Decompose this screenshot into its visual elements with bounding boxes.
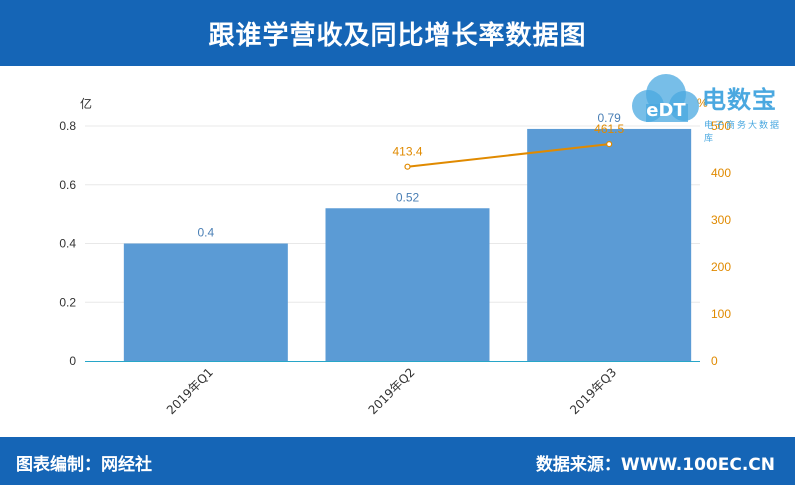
bar <box>325 208 490 361</box>
x-tick-label: 2019年Q2 <box>366 365 418 417</box>
cloud-logo-icon: eDT <box>632 74 699 122</box>
growth-line <box>407 143 610 168</box>
y-left-tick-label: 0.2 <box>59 295 76 309</box>
y-left-unit: 亿 <box>80 96 92 111</box>
y-right-tick-label: 500 <box>711 119 731 133</box>
y-left-tick-label: 0.4 <box>59 237 76 251</box>
chart-header: 跟谁学营收及同比增长率数据图 <box>0 0 795 66</box>
logo-brand: 电数宝 <box>702 86 777 114</box>
bar-value-label: 0.79 <box>597 111 621 125</box>
bar-value-label: 0.52 <box>396 190 420 204</box>
x-tick-label: 2019年Q3 <box>567 365 619 417</box>
chart-area: 0 0.2 0.4 0.6 0.8 亿 0 100 200 300 400 500% 2019年Q1 20… <box>59 96 731 417</box>
logo-mark: eDT <box>646 100 686 121</box>
chart-footer: 图表编制：网经社 数据来源：WWW.100EC.CN <box>0 437 795 485</box>
y-right-tick-label: 300 <box>711 213 731 227</box>
y-right-tick-label: 100 <box>711 307 731 321</box>
line-series <box>404 140 613 170</box>
bar <box>123 243 288 361</box>
y-left-tick-label: 0 <box>69 354 76 368</box>
footer-source: 数据来源：WWW.100EC.CN <box>535 455 775 475</box>
logo: eDT 电数宝 电子商务大数据库 <box>626 72 791 144</box>
y-right-tick-label: 200 <box>711 260 731 274</box>
x-tick-label: 2019年Q1 <box>164 365 216 417</box>
bar <box>527 128 692 361</box>
bar-value-label: 0.4 <box>197 226 214 240</box>
line-value-label: 461.5 <box>594 122 624 136</box>
y-right-tick-label: 0 <box>711 354 718 368</box>
data-labels: 0.4 0.52 0.79 413.4 461.5 <box>197 111 624 240</box>
line-value-label: 413.4 <box>392 145 422 159</box>
footer-compiler: 图表编制：网经社 <box>16 455 152 475</box>
chart-title: 跟谁学营收及同比增长率数据图 <box>208 20 587 51</box>
logo-subtitle: 电子商务大数据库 <box>704 121 782 144</box>
y-left-tick-label: 0.6 <box>59 178 76 192</box>
y-right-unit: % <box>697 96 708 110</box>
y-left-tick-label: 0.8 <box>59 119 76 133</box>
bar-series <box>123 128 692 361</box>
line-point <box>404 163 411 170</box>
line-point <box>606 140 613 148</box>
y-right-tick-label: 400 <box>711 166 731 180</box>
